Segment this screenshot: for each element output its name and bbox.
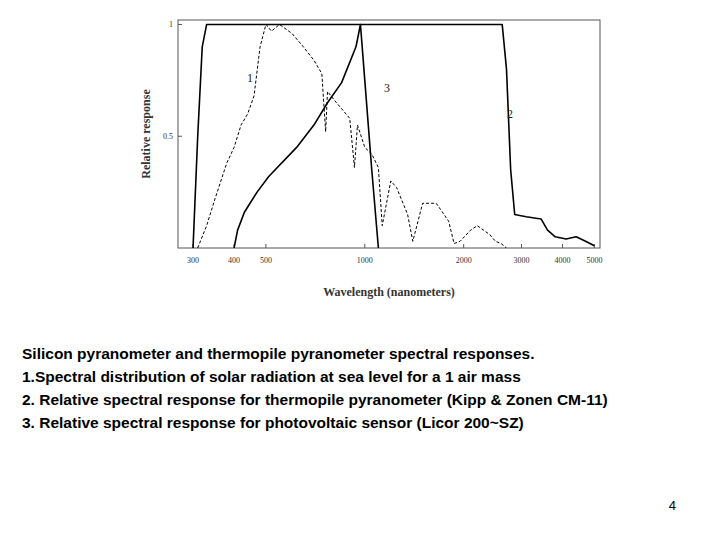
x-tick <box>521 244 522 248</box>
caption-line: Silicon pyranometer and thermopile pyran… <box>22 345 535 362</box>
page-number: 4 <box>669 498 676 513</box>
x-tick <box>364 244 365 248</box>
series-line <box>234 24 378 248</box>
background <box>0 0 720 540</box>
page: 300 400 500 1000 2000 3000 4000 5000 0.5 1 Wavelen… <box>0 0 720 540</box>
x-tick-label: 3000 <box>514 256 530 265</box>
series-line <box>198 24 507 248</box>
series-label: 2 <box>507 107 513 121</box>
x-tick-label: 1000 <box>357 256 373 265</box>
x-tick-label: 300 <box>187 256 199 265</box>
x-tick <box>265 244 266 248</box>
x-tick-label: 2000 <box>456 256 472 265</box>
x-axis-label: Wavelength (nanometers) <box>323 285 455 299</box>
x-tick <box>463 244 464 248</box>
series-group <box>193 24 594 248</box>
y-tick-label: 0.5 <box>163 132 173 141</box>
x-tick <box>562 244 563 248</box>
series-label: 1 <box>247 71 253 85</box>
y-tick <box>178 24 182 25</box>
plot-frame <box>178 20 600 248</box>
caption-line: 3. Relative spectral response for photov… <box>22 414 524 431</box>
x-tick-label: 500 <box>260 256 272 265</box>
x-tick-label: 5000 <box>586 256 602 265</box>
y-axis-label: Relative response <box>139 89 153 179</box>
x-tick-label: 4000 <box>555 256 571 265</box>
y-tick <box>178 136 182 137</box>
y-tick-label: 1 <box>169 20 173 29</box>
caption-line: 2. Relative spectral response for thermo… <box>22 391 608 408</box>
x-tick-label: 400 <box>228 256 240 265</box>
series-line <box>193 24 594 248</box>
caption-line: 1.Spectral distribution of solar radiati… <box>22 368 521 385</box>
series-label: 3 <box>384 81 390 95</box>
